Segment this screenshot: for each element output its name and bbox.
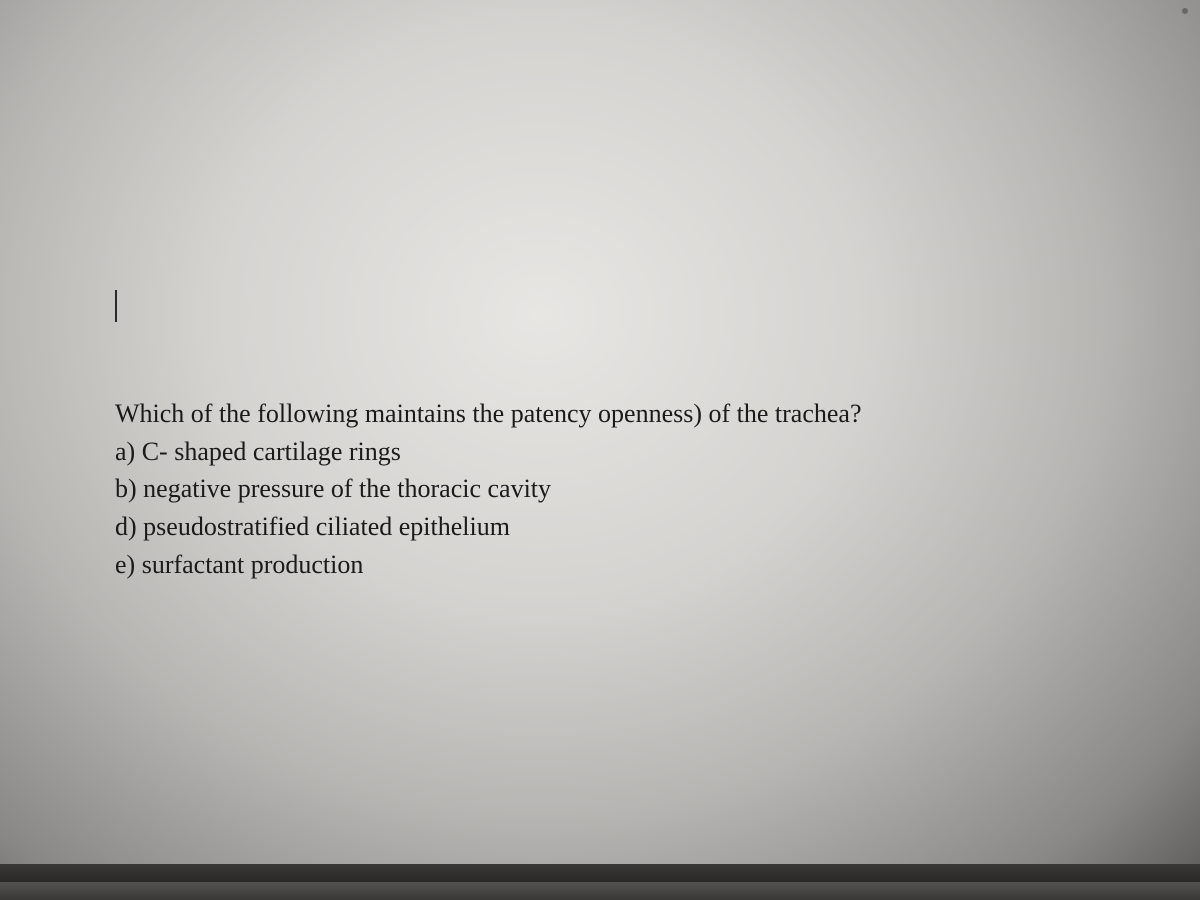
corner-indicator — [1182, 8, 1188, 14]
bottom-bar-lower — [0, 882, 1200, 900]
bottom-bar-upper — [0, 864, 1200, 882]
text-cursor — [115, 290, 117, 322]
question-text-container: Which of the following maintains the pat… — [115, 395, 1065, 583]
question-block: Which of the following maintains the pat… — [115, 395, 1065, 583]
question-prompt: Which of the following maintains the pat… — [115, 395, 1065, 433]
option-d: d) pseudostratified ciliated epithelium — [115, 508, 1065, 546]
option-e: e) surfactant production — [115, 546, 1065, 584]
option-a: a) C- shaped cartilage rings — [115, 433, 1065, 471]
option-b: b) negative pressure of the thoracic cav… — [115, 470, 1065, 508]
